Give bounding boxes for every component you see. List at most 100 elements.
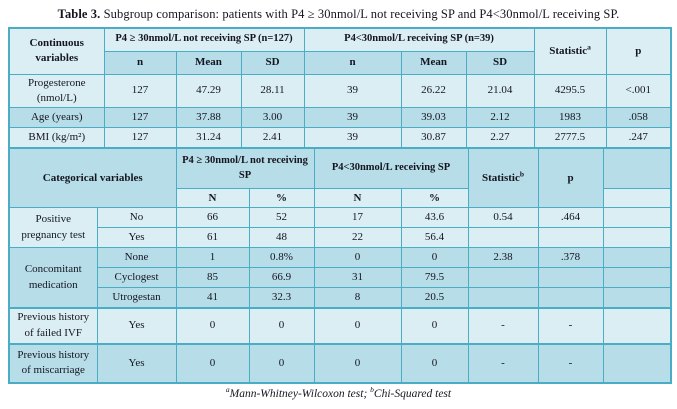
col-header-n2: n [303, 50, 402, 75]
table-row: Yes 61 48 22 56.4 [9, 227, 672, 249]
table-cell: 39 [303, 107, 402, 129]
table-cell: <.001 [605, 73, 672, 109]
table-row: BMI (kg/m²) 127 31.24 2.41 39 30.87 2.27… [8, 127, 672, 149]
empty-header-cell [602, 188, 672, 209]
table-cell: 8 [313, 287, 402, 309]
table-cell: .058 [605, 107, 672, 129]
table-cell: 1 [175, 247, 250, 269]
table-cell: 66.9 [248, 267, 315, 289]
table-cell: 0.8% [248, 247, 315, 269]
table-cell: 28.11 [240, 73, 305, 109]
table-cell: 31.24 [175, 127, 242, 149]
row-miscarriage-label: Previous history of miscarriage [8, 342, 98, 384]
table-cell: 56.4 [400, 227, 469, 249]
table-cell: 2.27 [465, 127, 535, 149]
col-header-n1: n [103, 50, 177, 75]
table-row: Cyclogest 85 66.9 31 79.5 [9, 267, 672, 289]
row-failed-ivf-label: Previous history of failed IVF [8, 306, 98, 345]
col-header-sd1: SD [240, 50, 305, 75]
category-cell: No [96, 207, 177, 229]
p-a-header: p [605, 27, 672, 75]
row-age-label: Age (years) [8, 107, 105, 129]
empty-cell [602, 247, 672, 269]
empty-cell [602, 267, 672, 289]
category-cell: Yes [96, 227, 177, 249]
col-header-N1: N [175, 188, 250, 209]
table-cell: 0 [400, 342, 469, 384]
table-cell [537, 227, 604, 249]
table-row: Utrogestan 41 32.3 8 20.5 [9, 287, 672, 309]
table-cell: 3.00 [240, 107, 305, 129]
table-cell: 48 [248, 227, 315, 249]
categorical-variables-header: Categorical variables [8, 148, 177, 209]
table-caption: Table 3. Subgroup comparison: patients w… [0, 0, 677, 27]
table-cell: 39.03 [400, 107, 467, 129]
table-row: Concomitant medication None 1 0.8% 0 0 2… [8, 247, 672, 309]
table-cell: 31 [313, 267, 402, 289]
table-cell: - [467, 342, 539, 384]
categorical-variables-table: Categorical variables P4 ≥ 30nmol/L not … [8, 148, 672, 384]
table-cell: 79.5 [400, 267, 469, 289]
category-cell: None [96, 247, 177, 269]
statistic-a-header-label: Statistic [549, 44, 588, 57]
table-cell: 41 [175, 287, 250, 309]
statistic-b-header-label: Statistic [481, 171, 520, 184]
table-cell [537, 267, 604, 289]
table-cell: .464 [537, 207, 604, 229]
table-cell: 2777.5 [533, 127, 607, 149]
table-cell: 0 [248, 342, 315, 384]
table-cell: 0 [400, 247, 469, 269]
table-cell: .378 [537, 247, 604, 269]
table-cell: 0.54 [467, 207, 539, 229]
table-cell: - [467, 306, 539, 345]
table-cell: 17 [313, 207, 402, 229]
category-cell: Cyclogest [96, 267, 177, 289]
col-header-mean2: Mean [400, 50, 467, 75]
col-header-sd2: SD [465, 50, 535, 75]
table-cell: 127 [103, 107, 177, 129]
table-cell: 30.87 [400, 127, 467, 149]
table-cell: 47.29 [175, 73, 242, 109]
footnote-b-text: Chi-Squared test [373, 387, 452, 400]
table-cell: 127 [103, 127, 177, 149]
empty-cell [602, 207, 672, 229]
table-cell [467, 227, 539, 249]
table-row: Progesterone (nmol/L) 127 47.29 28.11 39… [8, 73, 672, 109]
row-pregnancy-test-label: Positive pregnancy test [8, 207, 98, 249]
table-cell: 20.5 [400, 287, 469, 309]
empty-cell [602, 227, 672, 249]
continuous-variables-header: Continuous variables [8, 27, 105, 75]
table-footnote: aMann-Whitney-Wilcoxon test; bChi-Square… [0, 384, 677, 400]
table-cell: 127 [103, 73, 177, 109]
continuous-variables-table: Continuous variables P4 ≥ 30nmol/L not r… [8, 27, 673, 149]
col-header-pct1: % [248, 188, 315, 209]
col-header-N2: N [313, 188, 402, 209]
empty-cell [602, 342, 672, 384]
row-progesterone-label: Progesterone (nmol/L) [8, 73, 105, 109]
table-cell: 0 [400, 306, 469, 345]
statistic-b-header: Statisticb [467, 148, 539, 209]
table-cell: 39 [303, 127, 402, 149]
table-cell: 0 [175, 306, 250, 345]
group1-header: P4 ≥ 30nmol/L not receiving SP (n=127) [103, 27, 305, 52]
table-cell: 37.88 [175, 107, 242, 129]
col-header-pct2: % [400, 188, 469, 209]
table-cell: 85 [175, 267, 250, 289]
table-cell: 32.3 [248, 287, 315, 309]
table-cell: 66 [175, 207, 250, 229]
table-cell: - [537, 306, 604, 345]
col-header-mean1: Mean [175, 50, 242, 75]
row-concomitant-medication-label: Concomitant medication [8, 247, 98, 309]
empty-cell [602, 306, 672, 345]
p-b-header: p [537, 148, 604, 209]
table-caption-text: Subgroup comparison: patients with P4 ≥ … [100, 7, 620, 21]
table-cell: 39 [303, 73, 402, 109]
table-cell: 0 [313, 306, 402, 345]
footnote-a-superscript: a [225, 384, 230, 394]
table-caption-number: Table 3. [57, 7, 101, 21]
category-cell: Yes [96, 342, 177, 384]
table-cell: 52 [248, 207, 315, 229]
row-bmi-label: BMI (kg/m²) [8, 127, 105, 149]
footnote-b-superscript: b [370, 384, 374, 394]
table-cell [467, 267, 539, 289]
